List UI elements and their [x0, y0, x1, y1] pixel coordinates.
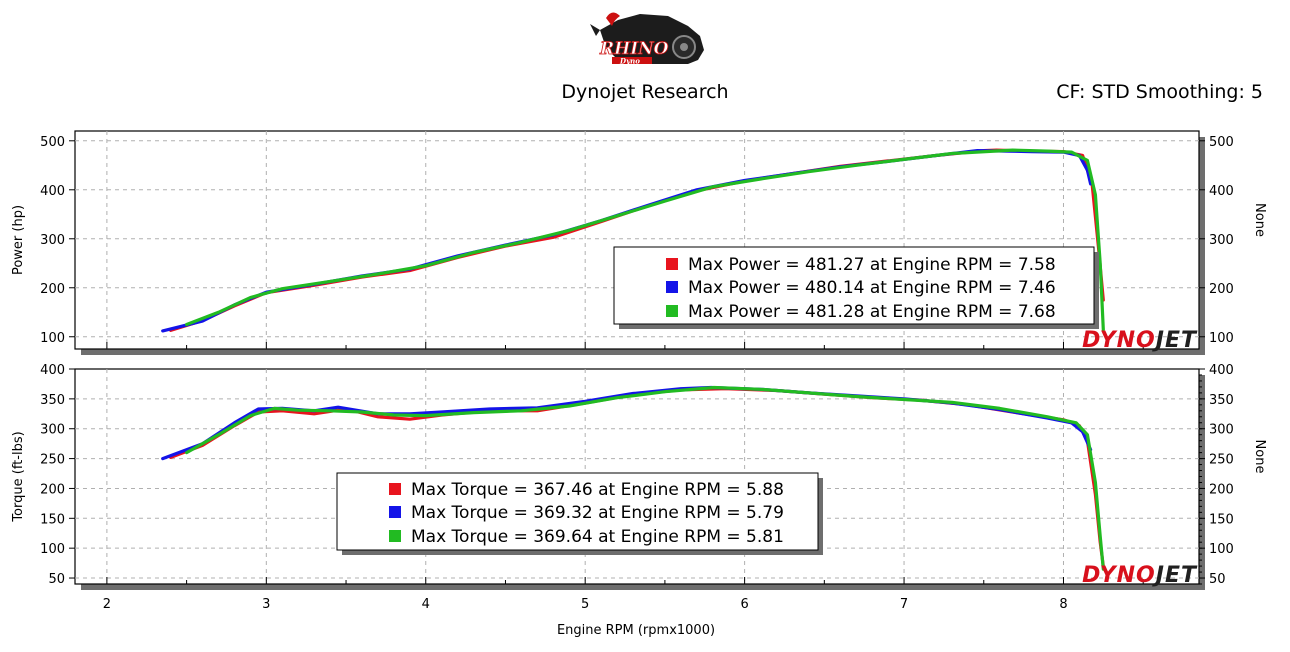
y-tick-label-right: 100: [1209, 542, 1234, 557]
legend-entry: Max Power = 480.14 at Engine RPM = 7.46: [688, 278, 1056, 298]
legend-box: [613, 246, 1095, 325]
x-tick-label: 6: [740, 597, 748, 612]
y-tick-label-right: 300: [1209, 423, 1234, 438]
y-tick-label-right: 200: [1209, 282, 1234, 297]
legend-swatch: [666, 258, 678, 270]
x-tick-label: 2: [103, 597, 111, 612]
dynojet-watermark: DYNOJET: [1082, 328, 1198, 353]
y-tick-label: 200: [40, 282, 65, 297]
legend-swatch: [666, 281, 678, 293]
y-tick-label: 200: [40, 482, 65, 497]
y-tick-label-right: 400: [1209, 363, 1234, 378]
x-tick-label: 8: [1059, 597, 1067, 612]
rhino-logo: RHINO Dyno: [590, 12, 704, 66]
y-tick-label: 400: [40, 184, 65, 199]
series-line-3: [185, 148, 1105, 331]
y-axis-label-right: None: [1252, 203, 1267, 237]
y-tick-label-right: 350: [1209, 393, 1234, 408]
logo-subtext: Dyno: [619, 57, 640, 66]
chart-title: Dynojet Research: [561, 81, 728, 103]
legend-entry: Max Power = 481.27 at Engine RPM = 7.58: [688, 255, 1056, 275]
y-tick-label-right: 150: [1209, 512, 1234, 527]
y-tick-label-right: 500: [1209, 135, 1234, 150]
x-tick-label: 5: [581, 597, 589, 612]
x-axis-label: Engine RPM (rpmx1000): [557, 623, 715, 638]
legend-swatch: [389, 530, 401, 542]
x-tick-label: 7: [900, 597, 908, 612]
legend-swatch: [389, 483, 401, 495]
legend-entry: Max Torque = 369.32 at Engine RPM = 5.79: [411, 503, 784, 523]
y-axis-label-right: None: [1252, 440, 1267, 474]
y-tick-label-right: 50: [1209, 572, 1226, 587]
wheel-hub-icon: [680, 43, 688, 51]
y-tick-label-right: 400: [1209, 184, 1234, 199]
y-axis-label: Torque (ft-lbs): [11, 431, 26, 522]
y-axis-label: Power (hp): [11, 205, 26, 275]
cf-smoothing-label: CF: STD Smoothing: 5: [1056, 81, 1263, 103]
y-tick-label: 300: [40, 423, 65, 438]
legend-swatch: [389, 506, 401, 518]
y-tick-label: 50: [48, 572, 65, 587]
power-panel: 100 100 200 200 300 300 400 400 500 500 Power (hp)…: [11, 130, 1267, 355]
y-tick-label: 150: [40, 512, 65, 527]
y-tick-label: 350: [40, 393, 65, 408]
rhino-horn-icon: [590, 24, 600, 36]
series-line-3: [185, 385, 1105, 571]
legend-entry: Max Power = 481.28 at Engine RPM = 7.68: [688, 302, 1056, 322]
y-tick-label: 300: [40, 233, 65, 248]
torque-panel: 50 50 100 100 150 150 200 200 250 250 300 300 350 350…: [11, 363, 1267, 612]
y-tick-label: 250: [40, 453, 65, 468]
legend-entry: Max Torque = 369.64 at Engine RPM = 5.81: [411, 527, 784, 547]
y-tick-label: 400: [40, 363, 65, 378]
legend-box: [336, 472, 819, 551]
logo-banner: [612, 57, 652, 64]
x-tick-label: 4: [422, 597, 430, 612]
y-tick-label: 100: [40, 542, 65, 557]
legend-swatch: [666, 305, 678, 317]
x-tick-label: 3: [262, 597, 270, 612]
dynojet-watermark: DYNOJET: [1082, 563, 1198, 588]
y-tick-label-right: 200: [1209, 482, 1234, 497]
y-tick-label-right: 100: [1209, 331, 1234, 346]
y-tick-label: 500: [40, 135, 65, 150]
y-tick-label-right: 250: [1209, 453, 1234, 468]
y-tick-label-right: 300: [1209, 233, 1234, 248]
rhino-flame-icon: [606, 12, 620, 26]
legend-entry: Max Torque = 367.46 at Engine RPM = 5.88: [411, 480, 784, 500]
y-tick-label: 100: [40, 331, 65, 346]
chart-panels: 100 100 200 200 300 300 400 400 500 500 Power (hp)…: [11, 130, 1267, 612]
logo-text: RHINO: [599, 39, 669, 59]
